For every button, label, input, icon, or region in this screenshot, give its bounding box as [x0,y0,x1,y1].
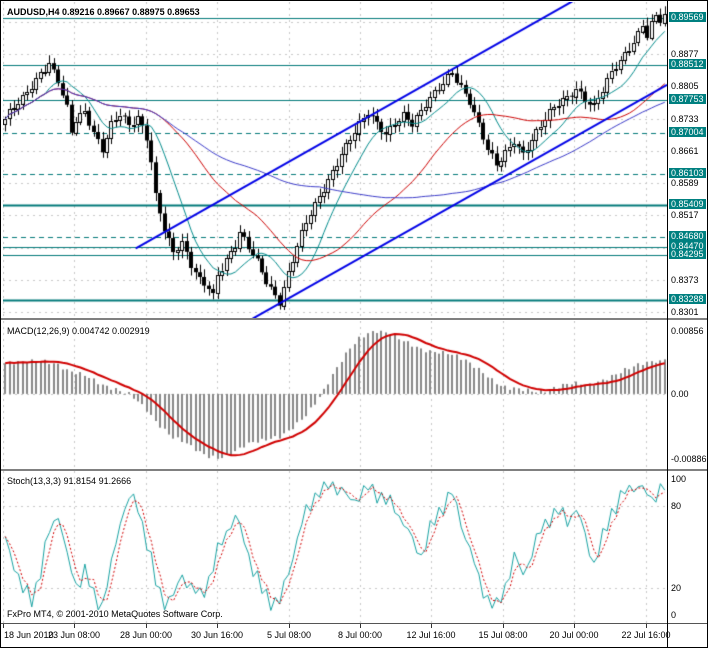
time-label: 20 Jul 00:00 [549,630,599,640]
time-label: 28 Jun 00:00 [119,630,173,640]
price-grid-label: 0.8661 [671,146,699,156]
price-level-label: 0.87004 [669,127,706,137]
price-level-label: 0.83288 [669,294,706,304]
time-tick [503,624,504,628]
time-label: 8 Jul 00:00 [337,630,383,640]
price-level-label: 0.86103 [669,168,706,178]
price-level-label: 0.89569 [669,12,706,22]
time-label: 18 Jun 2010 [4,630,54,640]
price-level-label: 0.84295 [669,249,706,259]
panel-splitter-stoch[interactable] [1,469,707,471]
time-tick [74,624,75,628]
panel-splitter-macd[interactable] [1,318,707,320]
time-tick [431,624,432,628]
time-tick [574,624,575,628]
price-chart-canvas[interactable] [3,2,667,318]
price-level-label: 0.85409 [669,199,706,209]
price-scale-separator [667,1,668,647]
chart-title: AUDUSD,H4 0.89216 0.89667 0.88975 0.8965… [7,7,200,17]
price-grid-label: 0.8733 [671,114,699,124]
time-tick [3,624,4,628]
time-tick [146,624,147,628]
price-level-label: 0.88512 [669,59,706,69]
price-grid-label: 0.8301 [671,307,699,317]
time-tick [646,624,647,628]
price-grid-label: 0.8517 [671,210,699,220]
macd-panel-canvas[interactable] [3,321,667,469]
price-level-label: 0.84470 [669,241,706,251]
price-grid-label: 0.8805 [671,81,699,91]
stoch-scale-label: 100 [671,474,687,484]
time-tick [217,624,218,628]
macd-scale-label: -0.00886 [671,454,707,464]
time-label: 23 Jun 08:00 [47,630,101,640]
stoch-scale-label: 0 [671,610,677,620]
stoch-scale-label: 20 [671,583,682,593]
time-tick [289,624,290,628]
stoch-scale-label: 80 [671,501,682,511]
copyright-text: FxPro MT4, © 2001-2010 MetaQuotes Softwa… [7,609,223,619]
time-tick [360,624,361,628]
time-label: 12 Jul 16:00 [406,630,456,640]
time-label: 5 Jul 08:00 [266,630,312,640]
stochastic-panel-canvas[interactable] [3,471,667,623]
price-scale[interactable]: 0.8877 0.8805 0.8733 0.8661 0.8589 0.8517 0.83… [668,1,707,647]
price-grid-label: 0.8589 [671,178,699,188]
stochastic-label: Stoch(13,3,3) 91.8154 91.2666 [7,476,132,486]
price-grid-label: 0.8373 [671,275,699,285]
time-axis[interactable]: 18 Jun 2010 23 Jun 08:00 28 Jun 00:00 30 Ju… [3,624,707,646]
price-grid-label: 0.8877 [671,49,699,59]
time-label: 30 Jun 16:00 [190,630,244,640]
macd-scale-label: 0.00856 [671,326,704,336]
time-label: 15 Jul 08:00 [478,630,528,640]
macd-label: MACD(12,26,9) 0.004742 0.002919 [7,326,150,336]
time-axis-separator [1,623,707,624]
price-level-label: 0.84680 [669,231,706,241]
time-label: 22 Jul 16:00 [621,630,671,640]
price-level-label: 0.87753 [669,94,706,104]
macd-scale-label: 0.00 [671,389,689,399]
